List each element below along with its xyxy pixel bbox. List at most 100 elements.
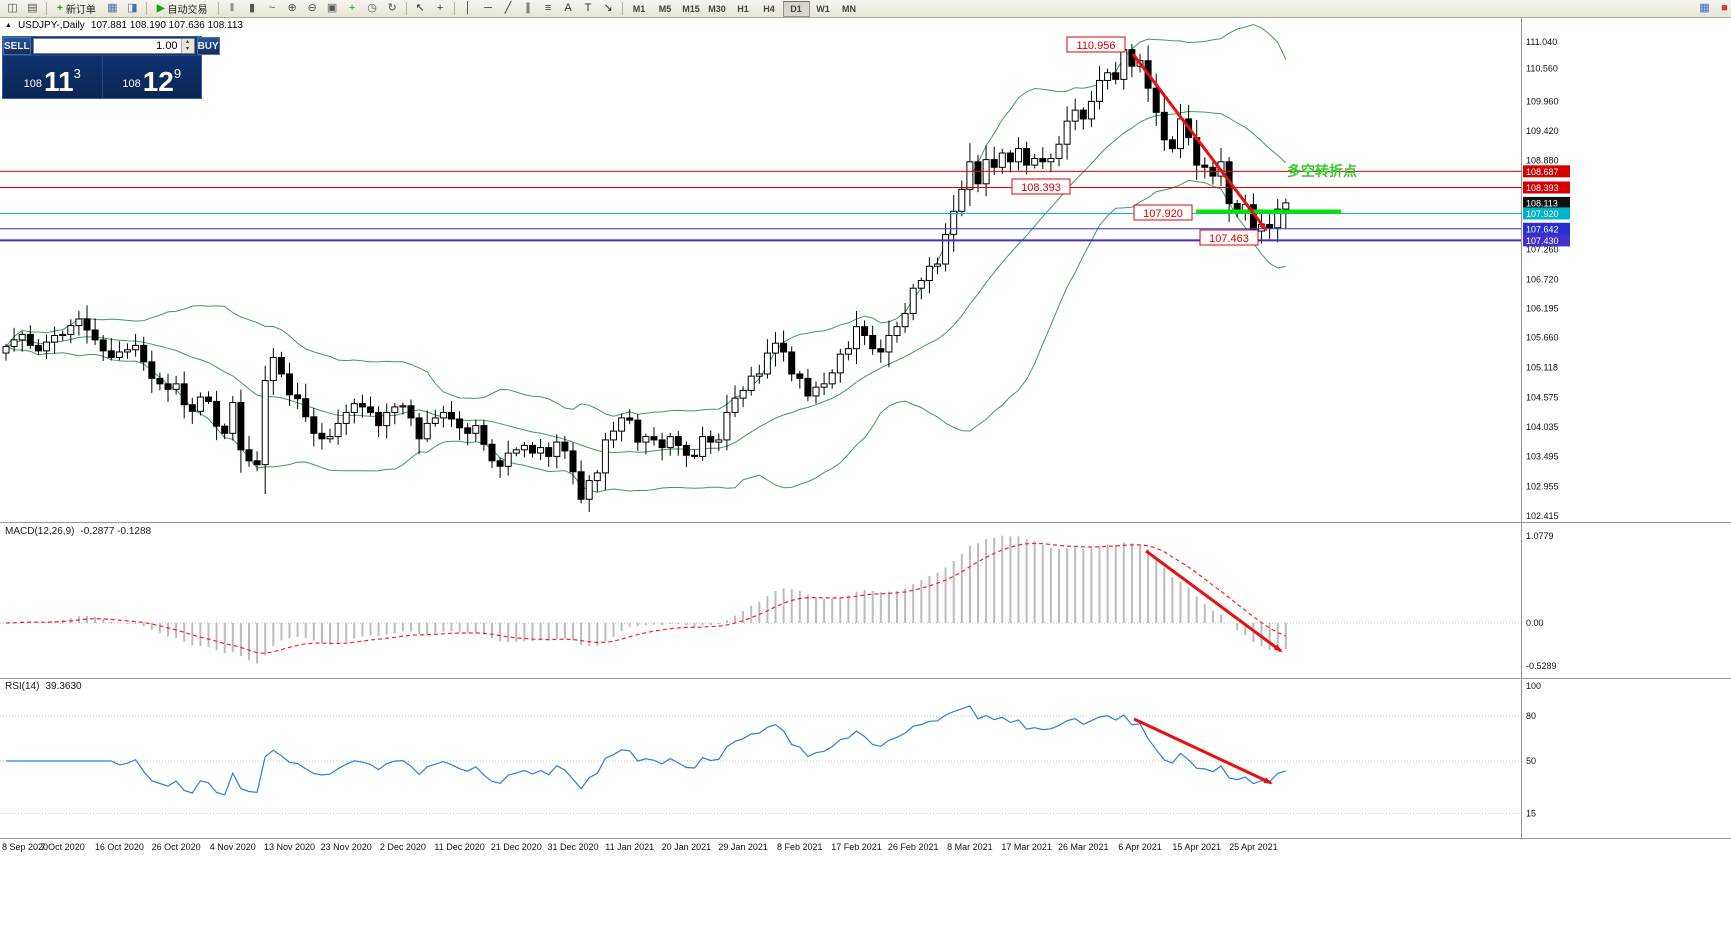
price-axis-label: 102.415	[1526, 511, 1559, 521]
date-axis-label: 4 Nov 2020	[210, 842, 256, 852]
lot-size-input[interactable]	[33, 39, 181, 53]
price-callout-box[interactable]	[1133, 204, 1193, 221]
trend-arrow-main[interactable]	[1131, 53, 1268, 232]
community-button[interactable]: ■	[1721, 2, 1728, 14]
candlestick-chart-button[interactable]: ▮	[249, 2, 256, 14]
lot-size-field: ▴ ▾	[32, 38, 195, 54]
timeframe-m15[interactable]: M15	[682, 3, 700, 14]
svg-text:108.687: 108.687	[1526, 167, 1559, 177]
text-label-tool[interactable]: T	[584, 2, 592, 14]
cursor-tool[interactable]: ↖	[415, 2, 425, 14]
trend-arrow-rsi[interactable]	[1133, 717, 1273, 785]
timeframe-m1[interactable]: M1	[632, 3, 646, 14]
rsi-axis-label: 100	[1526, 681, 1541, 691]
horizontal-line-tool[interactable]: ─	[484, 2, 492, 14]
timeframe-d1[interactable]: D1	[782, 0, 810, 17]
axes-layer: 111.040 110.560 109.960 109.420 108.880 107.2…	[0, 17, 1731, 852]
trend-arrow-macd[interactable]	[1145, 549, 1283, 653]
arrows-tool[interactable]: ↘	[603, 2, 613, 14]
lot-increase-button[interactable]: ▴	[181, 39, 194, 46]
periods-button[interactable]: ◷	[367, 2, 377, 14]
one-click-trading-widget: SELL ▴ ▾ BUY 108 11 3 108 12 9	[2, 36, 220, 99]
turning-point-annotation[interactable]: 多空转折点	[1287, 163, 1357, 179]
buy-price-point: 9	[173, 66, 182, 81]
price-callout-text: 108.393	[1021, 182, 1061, 194]
price-axis-label: 104.035	[1526, 422, 1559, 432]
toolbar-separator	[405, 2, 407, 15]
timeframe-m5[interactable]: M5	[658, 3, 672, 14]
zoom-in-button[interactable]: ⊕	[287, 2, 297, 14]
horizontal-lines-layer[interactable]	[0, 170, 1521, 242]
chart-objects-layer[interactable]: 110.956 108.393 107.920 107.463 多空转折点	[1011, 36, 1357, 785]
timeframe-w1[interactable]: W1	[816, 3, 830, 14]
date-axis-label: 8 Feb 2021	[777, 842, 823, 852]
channel-tool[interactable]: ∥	[525, 2, 531, 14]
price-axis-label: 105.118	[1526, 362, 1558, 372]
date-axis-label: 26 Mar 2021	[1058, 842, 1109, 852]
price-axis-label: 106.720	[1526, 274, 1559, 284]
symbol-marker-icon: ▲	[5, 22, 12, 29]
bb-upper	[5, 24, 1287, 417]
price-tag	[1523, 165, 1570, 178]
price-tag	[1523, 207, 1570, 220]
fibonacci-tool[interactable]: ≡	[544, 2, 552, 14]
macd-axis-label: 0.00	[1526, 618, 1544, 628]
price-callout-box[interactable]	[1199, 229, 1259, 246]
new-order-button[interactable]: + 新订单	[51, 1, 102, 16]
date-axis-label: 8 Sep 2020	[2, 842, 48, 852]
price-divider	[101, 56, 103, 98]
bar-chart-button[interactable]: ‖	[229, 2, 235, 14]
new-order-button-label: 新订单	[65, 5, 96, 16]
lot-decrease-button[interactable]: ▾	[181, 46, 194, 53]
indicators-add-button[interactable]: +	[348, 2, 356, 14]
price-axis-label: 107.260	[1526, 245, 1559, 255]
macd-pane-label: MACD(12,26,9) -0.2877 -0.1288	[5, 526, 151, 537]
text-tool[interactable]: A	[564, 2, 572, 14]
price-callout-box[interactable]	[1066, 36, 1126, 53]
chart-symbol-period: USDJPY-,Daily	[17, 20, 85, 31]
rsi-name: RSI(14)	[5, 681, 40, 692]
svg-text:108.113: 108.113	[1526, 198, 1558, 208]
svg-text:108.393: 108.393	[1526, 183, 1559, 193]
buy-price-pips: 12	[142, 66, 174, 98]
date-axis-label: 17 Mar 2021	[1001, 842, 1052, 852]
date-axis-label: 25 Apr 2021	[1229, 842, 1278, 852]
trendline-tool[interactable]: ╱	[504, 2, 512, 14]
price-tag	[1523, 222, 1570, 235]
date-axis-label: 26 Oct 2020	[152, 842, 201, 852]
date-axis-label: 29 Jan 2021	[718, 842, 768, 852]
rsi-layer	[6, 705, 1286, 796]
crosshair-tool[interactable]: +	[436, 2, 444, 14]
price-tag	[1523, 181, 1570, 194]
timeframe-h1[interactable]: H1	[737, 3, 749, 14]
rsi-pane-label: RSI(14) 39.3630	[5, 681, 82, 692]
tile-windows-button[interactable]: ▦	[107, 2, 118, 14]
profiles-button[interactable]: ▤	[27, 2, 38, 14]
cascade-windows-button[interactable]: ◨	[127, 2, 138, 14]
svg-text:107.642: 107.642	[1526, 224, 1559, 234]
price-callout-box[interactable]	[1011, 178, 1071, 195]
templates-button[interactable]: ↻	[387, 2, 397, 14]
macd-axis-label: 1.0779	[1526, 531, 1554, 541]
timeframe-m30[interactable]: M30	[708, 3, 726, 14]
price-axis-label: 108.880	[1526, 156, 1559, 166]
zoom-out-button[interactable]: ⊖	[307, 2, 317, 14]
date-axis-label: 17 Feb 2021	[831, 842, 882, 852]
chart-ohlc-values: 107.881 108.190 107.636 108.113	[90, 20, 243, 31]
buy-button[interactable]: BUY	[196, 37, 220, 55]
timeframe-mn[interactable]: MN	[842, 3, 857, 14]
buy-price-display[interactable]: 108 12 9	[103, 56, 202, 98]
timeframe-h4[interactable]: H4	[763, 3, 775, 14]
vertical-line-tool[interactable]: │	[464, 2, 472, 14]
price-tag	[1523, 234, 1570, 247]
new-chart-button[interactable]: ◫	[7, 2, 18, 14]
auto-trading-button[interactable]: ▶ 自动交易	[151, 1, 214, 16]
sell-button[interactable]: SELL	[3, 37, 31, 55]
line-chart-button[interactable]: ~	[268, 2, 276, 14]
arrange-windows-button[interactable]: ▣	[326, 2, 338, 14]
sell-price-display[interactable]: 108 11 3	[3, 56, 102, 98]
market-button[interactable]: ▦	[1699, 2, 1710, 14]
date-axis-label: 26 Feb 2021	[888, 842, 939, 852]
date-axis-label: 21 Dec 2020	[491, 842, 542, 852]
